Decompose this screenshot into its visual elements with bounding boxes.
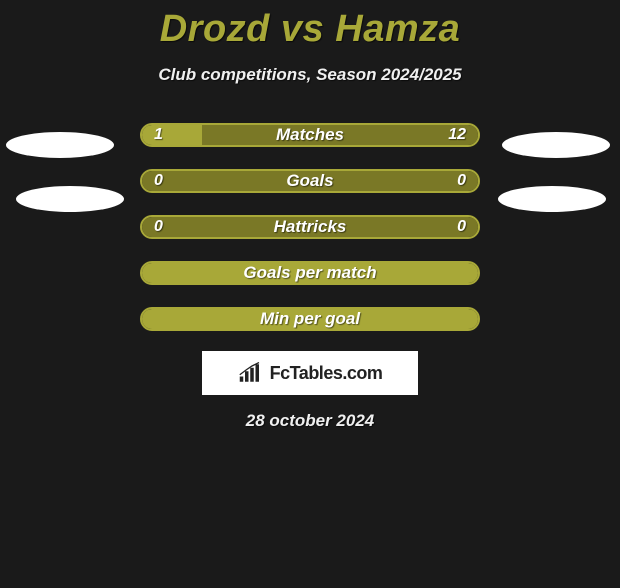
stat-value-right: 0 [457,218,466,236]
stat-bar: Goals per match [140,261,480,285]
stat-value-left: 0 [154,172,163,190]
fctables-logo-text: FcTables.com [270,363,383,384]
player-ellipse-left [6,132,114,158]
page-title: Drozd vs Hamza [0,8,620,51]
player-ellipse-left [16,186,124,212]
stat-label: Min per goal [260,309,360,329]
date-line: 28 october 2024 [0,411,620,431]
player-ellipse-right [498,186,606,212]
stat-row: Goals per match [0,261,620,285]
fctables-logo: FcTables.com [202,351,418,395]
stat-bar: Goals 0 0 [140,169,480,193]
stat-row: Min per goal [0,307,620,331]
stat-label: Hattricks [274,217,347,237]
stat-row: Hattricks 0 0 [0,215,620,239]
stat-bar: Min per goal [140,307,480,331]
stat-label: Goals per match [243,263,376,283]
stat-value-right: 0 [457,172,466,190]
stat-value-left: 0 [154,218,163,236]
stat-bar: Hattricks 0 0 [140,215,480,239]
stat-value-left: 1 [154,126,163,144]
stat-value-right: 12 [448,126,466,144]
stat-label: Matches [276,125,344,145]
fctables-bars-icon [238,362,266,384]
bar-segment-left [142,125,202,145]
stat-bar: Matches 1 12 [140,123,480,147]
stat-label: Goals [286,171,333,191]
player-ellipse-right [502,132,610,158]
subtitle: Club competitions, Season 2024/2025 [0,65,620,85]
